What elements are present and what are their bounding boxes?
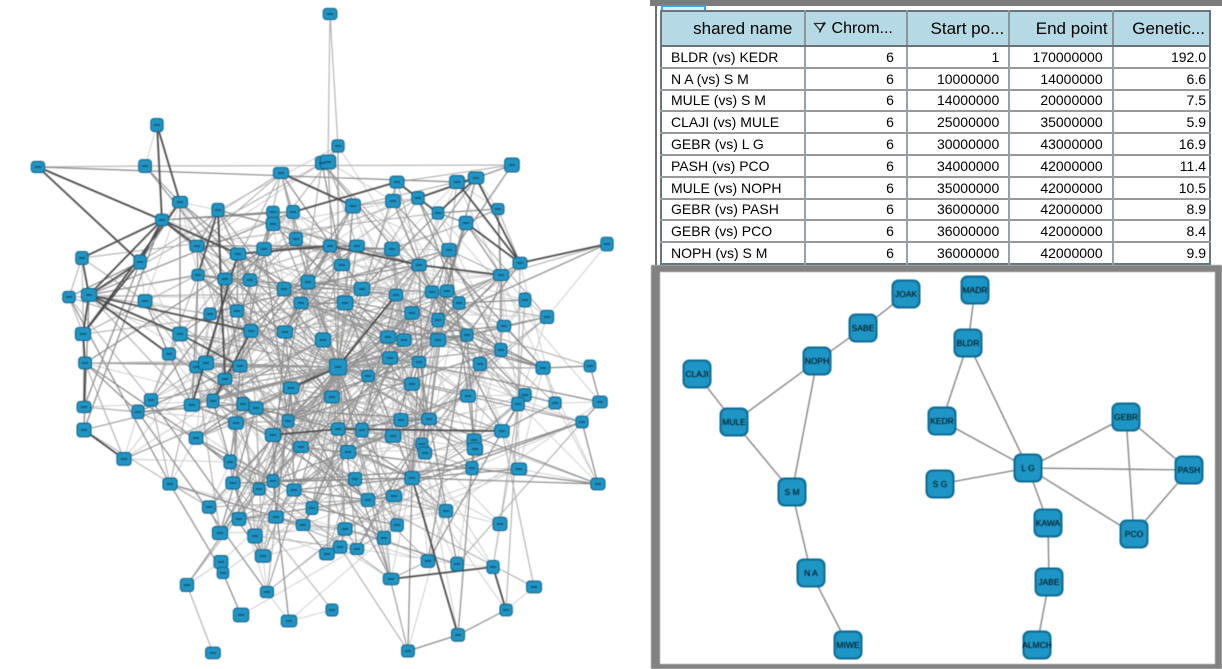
- svg-text:NOPH: NOPH: [805, 356, 830, 366]
- svg-text:PASH: PASH: [1178, 465, 1201, 475]
- svg-text:ALMCH: ALMCH: [1022, 640, 1052, 650]
- svg-text:L G: L G: [1021, 463, 1034, 473]
- svg-text:KEDR: KEDR: [930, 416, 954, 426]
- svg-text:S M: S M: [784, 487, 799, 497]
- svg-text:PCO: PCO: [1125, 529, 1144, 539]
- svg-text:MIWE: MIWE: [836, 640, 859, 650]
- svg-text:BLDR: BLDR: [957, 338, 980, 348]
- svg-text:SABE: SABE: [852, 323, 875, 333]
- svg-text:CLAJI: CLAJI: [685, 369, 708, 379]
- svg-text:N A: N A: [804, 568, 818, 578]
- svg-text:JOAK: JOAK: [895, 289, 918, 299]
- svg-text:KAWA: KAWA: [1036, 518, 1061, 528]
- svg-text:S G: S G: [933, 479, 948, 489]
- svg-text:JABE: JABE: [1038, 577, 1060, 587]
- svg-text:MADR: MADR: [962, 285, 987, 295]
- svg-text:MULE: MULE: [722, 417, 746, 427]
- svg-text:GEBR: GEBR: [1114, 412, 1138, 422]
